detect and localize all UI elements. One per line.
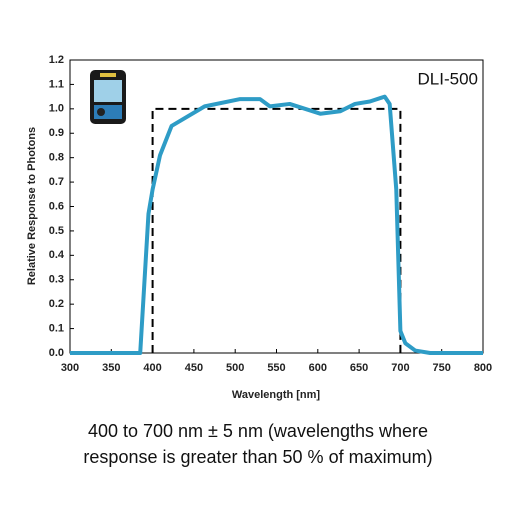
y-tick-label: 1.1 (49, 78, 64, 90)
x-tick-label: 500 (226, 362, 244, 374)
response-line (70, 94, 483, 355)
x-tick-label: 400 (143, 362, 161, 374)
x-tick-label: 550 (267, 362, 285, 374)
annotation: DLI-500 (418, 69, 478, 88)
y-tick-label: 0.5 (49, 225, 64, 237)
x-tick-label: 800 (474, 362, 492, 374)
y-axis-label: Relative Response to Photons (26, 127, 38, 285)
x-tick-label: 600 (309, 362, 327, 374)
x-tick-label: 650 (350, 362, 368, 374)
y-tick-label: 0.7 (49, 176, 64, 188)
x-tick-label: 700 (391, 362, 409, 374)
y-tick-label: 0.1 (49, 322, 64, 334)
y-tick-label: 0.9 (49, 127, 64, 139)
caption-line: 400 to 700 nm ± 5 nm (wavelengths where (88, 421, 428, 441)
y-tick-label: 1.2 (49, 54, 64, 66)
x-tick-label: 450 (185, 362, 203, 374)
device-icon (90, 70, 126, 124)
y-tick-label: 0.2 (49, 298, 64, 310)
y-tick-label: 0.3 (49, 274, 64, 286)
y-tick-label: 0.4 (49, 249, 65, 261)
y-tick-label: 0.8 (49, 152, 64, 164)
y-tick-label: 1.0 (49, 103, 64, 115)
x-tick-label: 300 (61, 362, 79, 374)
x-tick-label: 750 (433, 362, 451, 374)
caption-line: response is greater than 50 % of maximum… (83, 447, 432, 467)
y-tick-label: 0.0 (49, 347, 64, 359)
x-tick-label: 350 (102, 362, 120, 374)
ideal-response-line (151, 107, 402, 353)
x-axis-label: Wavelength [nm] (232, 389, 321, 401)
y-tick-label: 0.6 (49, 200, 64, 212)
